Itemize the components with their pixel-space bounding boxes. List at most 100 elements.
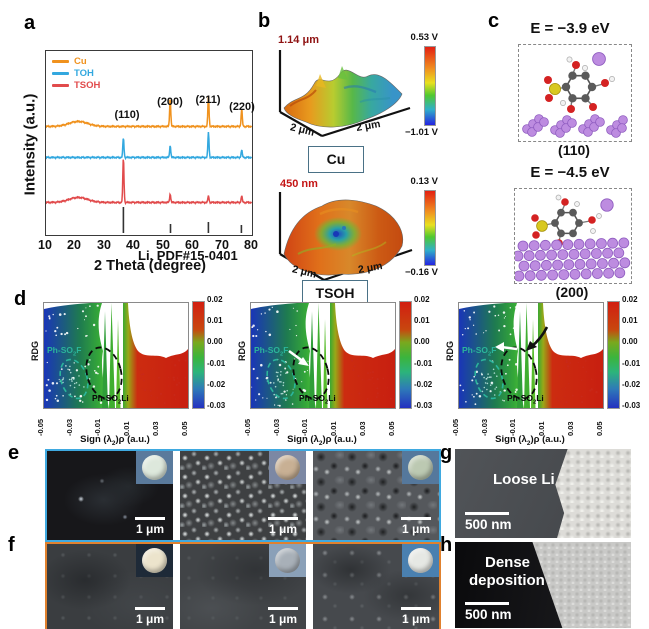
rdg-scatter-data xyxy=(459,303,603,408)
scale-bar-f3: 1 μm xyxy=(401,607,431,626)
sample-label-cu: Cu xyxy=(308,146,364,173)
rdg-x-tick: -0.03 xyxy=(65,418,74,436)
colorbar-cu-max: 0.53 V xyxy=(410,32,438,43)
sem-row-e: 1 μm 1 μm 1 μm xyxy=(45,449,441,542)
sem-image-f2: 1 μm xyxy=(180,544,306,629)
rdg-x-tick: 0.03 xyxy=(151,421,160,436)
scale-bar-label: 1 μm xyxy=(401,522,431,536)
adsorption-energy-110: E = −3.9 eV xyxy=(530,20,610,37)
xrd-tick-80: 80 xyxy=(244,238,258,252)
xrd-tick-40: 40 xyxy=(126,238,140,252)
annotation-ph-so2f: Ph-SO2F xyxy=(47,345,82,358)
afm-surface-tsoh xyxy=(278,192,413,282)
rdg-x-tick: -0.01 xyxy=(93,418,102,436)
rdg-y-axis-label: RDG xyxy=(445,341,455,361)
rdg-colorbar-tick: 0.01 xyxy=(207,316,223,325)
peak-label-220: (220) xyxy=(229,101,255,113)
tem-image-dense-deposition: Dense deposition 500 nm xyxy=(455,542,631,628)
plane-label-200: (200) xyxy=(555,284,589,300)
rdg-x-tick: 0.03 xyxy=(566,421,575,436)
colorbar-cu xyxy=(424,46,436,126)
rdg-x-tick: -0.05 xyxy=(36,418,45,436)
legend-swatch-tsoh xyxy=(52,84,69,87)
rdg-x-tick: -0.05 xyxy=(451,418,460,436)
panel-f-label: f xyxy=(8,534,15,556)
electrode-photo-inset xyxy=(402,544,439,577)
rdg-colorbar-tick: -0.02 xyxy=(207,380,226,389)
scale-bar-e1: 1 μm xyxy=(135,517,165,536)
scale-bar-h: 500 nm xyxy=(465,601,512,622)
surface-height-label-cu: 1.14 μm xyxy=(278,34,319,46)
rdg-x-tick: -0.01 xyxy=(300,418,309,436)
rdg-plot-group-2: RDG Ph-SO2F Ph-SO2Li 0.02 0.01 0.00 -0.01 -0.02… xyxy=(235,295,432,448)
sem-image-e1: 1 μm xyxy=(47,451,173,540)
reference-pdf-label: Li, PDF#15-0401 xyxy=(138,248,238,263)
scale-bar-f1: 1 μm xyxy=(135,607,165,626)
annotation-ph-so2li: Ph-SO2Li xyxy=(507,393,544,406)
electrode-coin xyxy=(275,548,300,573)
rdg-x-axis-label: Sign (λ2)ρ (a.u.) xyxy=(495,434,565,447)
annotation-ph-so2f: Ph-SO2F xyxy=(462,345,497,358)
xrd-y-axis-label: Intensity (a.u.) xyxy=(21,93,39,196)
scale-bar-label: 500 nm xyxy=(465,607,512,622)
xrd-tick-30: 30 xyxy=(97,238,111,252)
scale-bar-e2: 1 μm xyxy=(268,517,298,536)
rdg-colorbar-tick: 0.01 xyxy=(414,316,430,325)
rdg-colorbar-tick: 0.00 xyxy=(622,337,638,346)
rdg-y-axis-label: RDG xyxy=(30,341,40,361)
rdg-colorbar-tick: 0.02 xyxy=(414,295,430,304)
rdg-x-tick: -0.03 xyxy=(272,418,281,436)
adsorption-energy-200: E = −4.5 eV xyxy=(530,164,610,181)
scale-bar-label: 1 μm xyxy=(135,522,165,536)
rdg-colorbar-tick: -0.03 xyxy=(414,401,433,410)
legend-item-cu: Cu xyxy=(52,56,87,67)
legend-label-toh: TOH xyxy=(74,68,94,79)
xrd-tick-10: 10 xyxy=(38,238,52,252)
rdg-colorbar-tick: -0.01 xyxy=(414,359,433,368)
electrode-photo-inset xyxy=(136,451,173,484)
scale-bar-label: 1 μm xyxy=(401,612,431,626)
rdg-x-tick: 0.01 xyxy=(537,421,546,436)
dft-cell-200 xyxy=(512,188,632,284)
rdg-colorbar-tick: -0.03 xyxy=(207,401,226,410)
sem-image-f3: 1 μm xyxy=(313,544,439,629)
rdg-colorbar xyxy=(399,301,412,409)
rdg-colorbar xyxy=(192,301,205,409)
rdg-colorbar-tick: -0.01 xyxy=(622,359,641,368)
legend-label-tsoh: TSOH xyxy=(74,80,101,91)
panel-h-label: h xyxy=(440,534,453,556)
panel-c-label: c xyxy=(488,10,500,32)
electrode-coin xyxy=(142,455,167,480)
scale-bar-label: 500 nm xyxy=(465,517,512,532)
scale-bar-f2: 1 μm xyxy=(268,607,298,626)
xrd-tick-20: 20 xyxy=(67,238,81,252)
dense-annotation-line1: Dense xyxy=(485,554,531,571)
scale-bar-g: 500 nm xyxy=(465,511,512,532)
rdg-x-tick: -0.03 xyxy=(480,418,489,436)
rdg-x-tick: 0.01 xyxy=(122,421,131,436)
colorbar-tsoh-min: −0.16 V xyxy=(404,267,438,278)
xrd-tick-70: 70 xyxy=(215,238,229,252)
scale-bar-line xyxy=(401,607,431,610)
xrd-tick-50: 50 xyxy=(156,238,170,252)
colorbar-tsoh xyxy=(424,190,436,266)
legend-swatch-cu xyxy=(52,60,69,63)
scale-bar-line xyxy=(268,607,298,610)
electrode-photo-inset xyxy=(402,451,439,484)
scale-bar-e3: 1 μm xyxy=(401,517,431,536)
panel-b-kpfm: b 1.14 μm 2 μm 2 μm 0.53 V −1.01 V xyxy=(252,8,450,310)
rdg-x-axis-label: Sign (λ2)ρ (a.u.) xyxy=(287,434,357,447)
electrode-coin xyxy=(142,548,167,573)
rdg-colorbar xyxy=(607,301,620,409)
colorbar-tsoh-max: 0.13 V xyxy=(410,176,438,187)
li-slab-200 xyxy=(512,237,631,282)
panel-a-xrd: a Intensity (a.u.) Cu TOH TSOH (110) (20… xyxy=(20,8,312,286)
rdg-colorbar-tick: 0.02 xyxy=(207,295,223,304)
peak-label-200: (200) xyxy=(157,96,183,108)
scale-bar-line xyxy=(465,511,509,515)
rdg-colorbar-tick: -0.01 xyxy=(207,359,226,368)
sem-row-f: 1 μm 1 μm 1 μm xyxy=(45,542,441,629)
sem-image-e3: 1 μm xyxy=(313,451,439,540)
rdg-scatter-plot: Ph-SO2F Ph-SO2Li xyxy=(250,302,396,409)
